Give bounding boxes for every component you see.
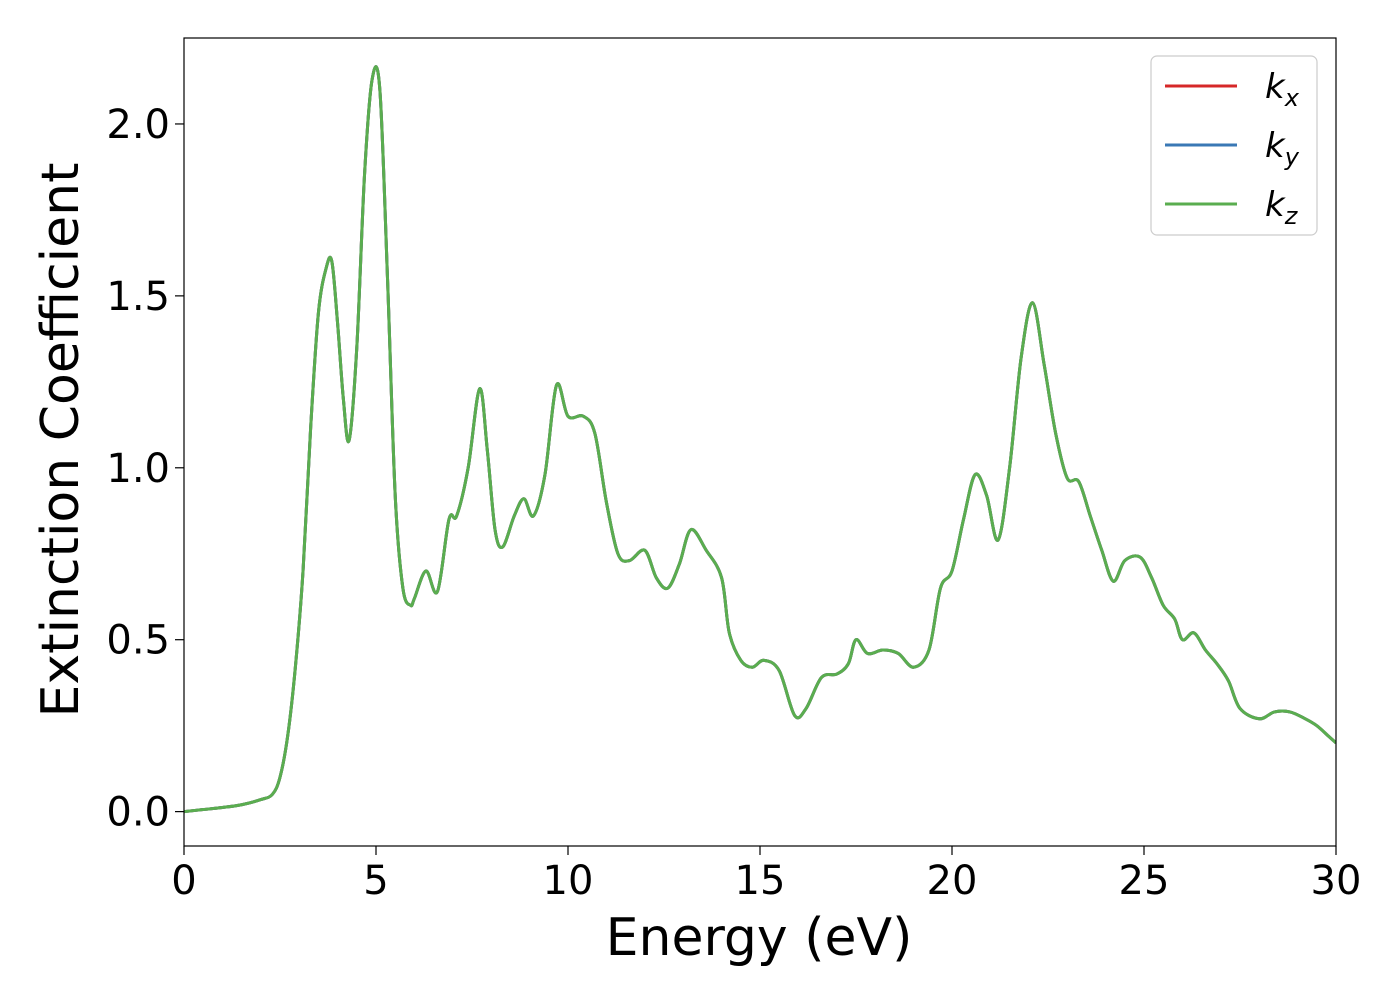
- x-tick-label: 10: [543, 858, 594, 904]
- x-axis: 0 5 10 15 20 25 30: [171, 846, 1361, 904]
- x-tick-label: 25: [1119, 858, 1170, 904]
- legend-entry-label: kx: [1265, 67, 1300, 112]
- x-tick-label: 0: [171, 858, 196, 904]
- y-tick-label: 0.5: [106, 618, 170, 664]
- series-line-kz: [184, 65, 1336, 814]
- x-tick-label: 15: [735, 858, 786, 904]
- legend-entry-label: kz: [1265, 185, 1299, 230]
- y-axis: 0.0 0.5 1.0 1.5 2.0: [106, 102, 184, 836]
- x-axis-label: Energy (eV): [606, 908, 913, 968]
- x-tick-label: 5: [363, 858, 388, 904]
- legend-entry-label: ky: [1265, 126, 1300, 171]
- x-tick-label: 20: [927, 858, 978, 904]
- legend: kx ky kz: [1150, 55, 1318, 236]
- y-tick-label: 0.0: [106, 790, 170, 836]
- y-tick-label: 1.5: [106, 274, 170, 320]
- y-tick-label: 1.0: [106, 446, 170, 492]
- y-axis-label: Extinction Coefficient: [31, 163, 91, 718]
- x-tick-label: 30: [1311, 858, 1362, 904]
- y-tick-label: 2.0: [106, 102, 170, 148]
